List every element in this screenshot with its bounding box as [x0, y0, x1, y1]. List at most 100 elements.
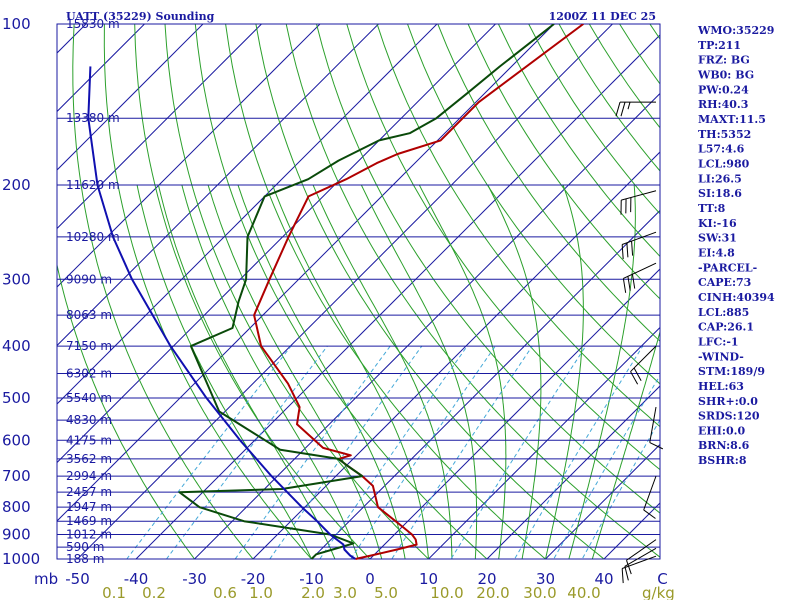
wind-barb — [620, 190, 657, 215]
wind-barb-staff — [621, 190, 657, 201]
mixing-ratio-tick-label: 0.2 — [142, 584, 166, 600]
height-label: 1012 m — [66, 528, 112, 542]
isotherm-line — [57, 24, 555, 522]
mixing-ratio-line — [268, 345, 423, 560]
index-entry: -WIND- — [698, 350, 744, 363]
isobars — [56, 23, 661, 560]
temperature-tick-label: 10 — [419, 570, 438, 588]
pressure-tick-label: 200 — [2, 176, 31, 194]
height-label: 4175 m — [66, 433, 112, 447]
wind-barb-flag — [621, 244, 624, 260]
wind-barb-staff — [622, 555, 657, 569]
index-entry: EI:4.8 — [698, 246, 735, 259]
mixing-ratio-line — [449, 345, 587, 560]
index-entry: EHI:0.0 — [698, 424, 745, 437]
wind-barbs — [615, 101, 664, 584]
valid-time: 1200Z 11 DEC 25 — [549, 10, 656, 23]
mixing-ratio-tick-label: 5.0 — [374, 584, 398, 600]
mixing-ratio-line — [552, 374, 660, 560]
index-entry: L57:4.6 — [698, 143, 745, 156]
wind-barb-half-flag — [627, 102, 631, 110]
mixing-ratio-tick-label: 0.6 — [213, 584, 237, 600]
pressure-tick-label: 700 — [2, 467, 31, 485]
mixing-ratio-unit-label: g/kg — [642, 584, 675, 600]
height-label: 1947 m — [66, 500, 112, 514]
isotherm-line — [57, 24, 321, 288]
wind-barb-flag — [630, 371, 639, 385]
mixing-ratio-line — [513, 345, 644, 560]
pressure-tick-label: 300 — [2, 270, 31, 288]
mixing-ratio-tick-label: 20.0 — [476, 584, 509, 600]
pressure-unit-label: mb — [34, 570, 58, 588]
wind-barb — [630, 345, 657, 385]
pressure-tick-label: 100 — [2, 15, 31, 33]
wind-barb-staff — [630, 345, 657, 372]
isotherm-line — [77, 24, 613, 560]
index-entry: SHR+:0.0 — [698, 395, 758, 408]
wind-barb-staff — [643, 475, 657, 511]
mixing-ratio-tick-label: 1.0 — [249, 584, 273, 600]
isotherm-line — [545, 443, 660, 560]
height-label: 188 m — [66, 552, 104, 566]
height-label: 13380 m — [66, 111, 120, 125]
height-label: 6302 m — [66, 367, 112, 381]
height-label: 4830 m — [66, 413, 112, 427]
height-label: 15830 m — [66, 17, 120, 31]
temperature-line — [253, 24, 584, 560]
index-entry: LFC:-1 — [698, 335, 739, 348]
isotherm-line — [194, 92, 660, 560]
pressure-tick-label: 600 — [2, 431, 31, 449]
height-label: 8063 m — [66, 308, 112, 322]
wind-barb-flag — [622, 278, 627, 293]
profiles — [87, 24, 584, 560]
mixing-ratio-line — [125, 345, 292, 560]
index-entry: RH:40.3 — [698, 98, 748, 111]
wind-barb — [621, 231, 657, 260]
temperature-tick-label: -50 — [65, 570, 90, 588]
height-label: 590 m — [66, 540, 104, 554]
index-entry: CINH:40394 — [698, 291, 775, 304]
isotherm-line — [369, 268, 660, 560]
pressure-tick-label: 400 — [2, 337, 31, 355]
index-entry: TT:8 — [698, 202, 726, 215]
mixing-ratio-tick-label: 10.0 — [430, 584, 463, 600]
wind-barb — [626, 539, 657, 575]
isotherm-line — [57, 24, 204, 171]
dewpoint-line — [178, 24, 555, 560]
mixing-ratio-line — [390, 345, 533, 560]
mixing-ratio-line — [349, 345, 496, 560]
isotherm-line — [486, 385, 660, 560]
temperature-tick-label: 40 — [594, 570, 613, 588]
pressure-tick-label: 1000 — [2, 550, 40, 568]
height-label: 2457 m — [66, 485, 112, 499]
wind-barb — [624, 547, 657, 581]
wind-barb-flag — [615, 102, 621, 117]
pressure-tick-label: 800 — [2, 498, 31, 516]
wind-barb-flag — [631, 241, 634, 256]
parcel-line — [87, 66, 356, 560]
wind-barb-flag — [649, 442, 664, 450]
temperature-tick-label: 20 — [477, 570, 496, 588]
wind-barb-staff — [649, 406, 657, 443]
temperature-unit-label: C — [657, 570, 667, 588]
index-entry: WMO:35229 — [697, 24, 774, 37]
pressure-tick-label: 900 — [2, 526, 31, 544]
index-entry: LI:26.5 — [698, 172, 742, 185]
height-label: 5540 m — [66, 391, 112, 405]
temperature-tick-label: 0 — [365, 570, 375, 588]
index-entry: FRZ: BG — [698, 54, 750, 67]
wind-barb-flag — [626, 242, 629, 258]
height-label: 1469 m — [66, 514, 112, 528]
temperature-tick-label: -40 — [124, 570, 149, 588]
temperature-tick-label: 30 — [536, 570, 555, 588]
index-entry: KI:-16 — [698, 217, 737, 230]
index-entry: MAXT:11.5 — [698, 113, 766, 126]
wind-barb-flag — [626, 560, 632, 575]
wind-barb-flag — [620, 102, 626, 117]
index-entry: BSHR:8 — [698, 454, 747, 467]
isotherm-line — [428, 326, 660, 560]
mixing-ratio-tick-label: 0.1 — [102, 584, 126, 600]
isotherm-line — [57, 24, 496, 464]
temperature-tick-label: -30 — [182, 570, 207, 588]
wind-barb — [649, 406, 664, 450]
